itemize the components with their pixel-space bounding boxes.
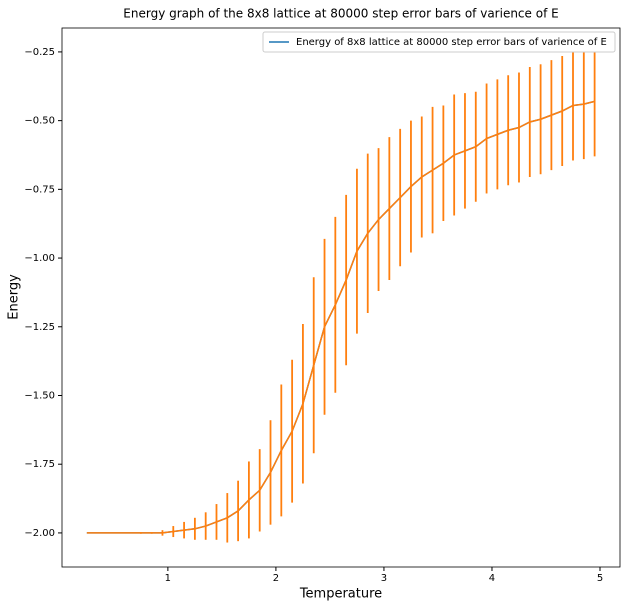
y-tick-label: −1.00 bbox=[24, 253, 55, 264]
y-tick-label: −0.50 bbox=[24, 116, 55, 127]
y-axis-label: Energy bbox=[7, 274, 22, 320]
plot-frame bbox=[61, 27, 621, 568]
chart-title: Energy graph of the 8x8 lattice at 80000… bbox=[123, 7, 558, 21]
legend-label: Energy of 8x8 lattice at 80000 step erro… bbox=[296, 37, 607, 48]
x-tick-label: 2 bbox=[273, 573, 279, 584]
y-tick-label: −0.25 bbox=[24, 47, 55, 58]
error-line bbox=[86, 100, 595, 534]
legend-box bbox=[262, 31, 616, 53]
y-tick-label: −1.75 bbox=[24, 459, 55, 470]
x-tick-label: 1 bbox=[165, 573, 171, 584]
y-tick-label: −2.00 bbox=[24, 528, 55, 539]
x-tick-label: 4 bbox=[489, 573, 495, 584]
x-tick-label: 5 bbox=[597, 573, 603, 584]
y-tick-label: −1.50 bbox=[24, 390, 55, 401]
y-tick-label: −0.75 bbox=[24, 184, 55, 195]
x-axis-label: Temperature bbox=[299, 587, 382, 602]
x-tick-label: 3 bbox=[381, 573, 387, 584]
y-tick-label: −1.25 bbox=[24, 322, 55, 333]
